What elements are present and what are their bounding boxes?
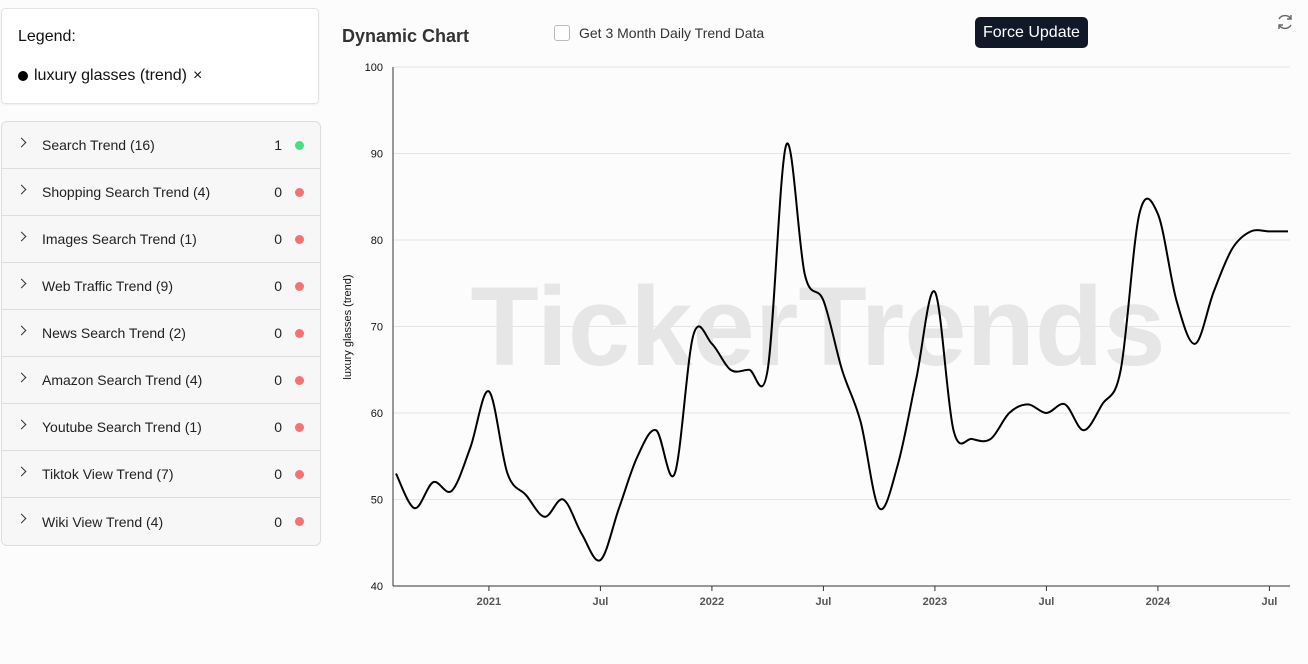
x-tick-label: 2023 — [923, 596, 947, 608]
row-count: 0 — [274, 231, 282, 247]
legend-dot — [18, 71, 28, 81]
status-dot — [295, 234, 304, 244]
row-count: 0 — [274, 513, 282, 530]
legend-label: luxury glasses (trend) — [34, 67, 187, 84]
status-dot — [295, 469, 304, 479]
trend-line — [395, 142, 1288, 562]
legend-title: Legend: — [18, 28, 76, 45]
watermark: TickerTrends — [470, 264, 1165, 389]
row-label: Search Trend (16) — [42, 137, 155, 153]
chevron — [16, 231, 27, 242]
status-dot — [295, 422, 304, 432]
y-axis-label: luxury glasses (trend) — [342, 274, 354, 379]
checkbox[interactable] — [554, 25, 570, 41]
row-count: 0 — [274, 325, 282, 341]
sidebar-row[interactable]: News Search Trend (2) 0 — [2, 310, 320, 357]
sidebar: Search Trend (16) 1 Shopping Search Trend … — [1, 121, 321, 546]
row-label: Tiktok View Trend (7) — [42, 466, 174, 482]
legend-item: luxury glasses (trend) × — [18, 67, 202, 85]
x-tick-label: 2022 — [700, 596, 724, 608]
status-dot — [295, 140, 304, 150]
row-count: 0 — [274, 278, 282, 294]
status-dot — [295, 328, 304, 338]
force-update-button[interactable]: Force Update — [975, 17, 1088, 48]
status-dot — [295, 187, 304, 197]
refresh-icon[interactable] — [1278, 14, 1292, 30]
row-label: Shopping Search Trend (4) — [42, 184, 211, 200]
chevron — [16, 137, 27, 148]
sidebar-row[interactable]: Wiki View Trend (4) 0 — [2, 498, 320, 545]
x-tick-label: Jul — [1261, 596, 1277, 608]
y-tick-label: 70 — [371, 322, 383, 334]
row-label: Web Traffic Trend (9) — [42, 278, 173, 294]
chevron — [16, 419, 27, 430]
legend-panel: Legend: luxury glasses (trend) × — [1, 8, 319, 104]
sidebar-row[interactable]: Images Search Trend (1) 0 — [2, 216, 320, 263]
y-tick-label: 50 — [371, 495, 383, 507]
row-count: 0 — [274, 466, 282, 482]
status-dot — [295, 281, 304, 291]
x-tick-label: 2024 — [1146, 596, 1171, 608]
chevron — [16, 513, 27, 524]
row-count: 0 — [274, 419, 282, 435]
legend-remove[interactable]: × — [192, 67, 203, 84]
y-tick-label: 40 — [371, 581, 383, 593]
chevron — [16, 372, 27, 383]
y-tick-label: 90 — [371, 149, 383, 161]
row-count: 0 — [274, 372, 282, 388]
sidebar-row[interactable]: Youtube Search Trend (1) 0 — [2, 404, 320, 451]
x-tick-label: Jul — [1038, 596, 1054, 608]
checkbox-label: Get 3 Month Daily Trend Data — [579, 25, 765, 41]
chart-title: Dynamic Chart — [342, 26, 470, 46]
sidebar-row[interactable]: Web Traffic Trend (9) 0 — [2, 263, 320, 310]
status-dot — [295, 517, 304, 526]
row-count: 0 — [274, 184, 282, 200]
chevron — [16, 184, 27, 195]
x-tick-label: Jul — [815, 596, 831, 608]
chevron — [16, 278, 27, 289]
chevron — [16, 466, 27, 477]
row-label: Images Search Trend (1) — [42, 231, 197, 247]
sidebar-row[interactable]: Amazon Search Trend (4) 0 — [2, 357, 320, 404]
row-label: Wiki View Trend (4) — [42, 513, 164, 530]
y-tick-label: 100 — [365, 62, 383, 74]
status-dot — [295, 375, 304, 385]
x-tick-label: 2021 — [477, 596, 501, 608]
row-label: Amazon Search Trend (4) — [42, 372, 203, 388]
sidebar-row[interactable]: Tiktok View Trend (7) 0 — [2, 451, 320, 498]
chevron — [16, 325, 27, 336]
sidebar-row[interactable]: Shopping Search Trend (4) 0 — [2, 169, 320, 216]
x-tick-label: Jul — [592, 596, 608, 608]
row-label: News Search Trend (2) — [42, 325, 186, 341]
checkbox-control[interactable]: Get 3 Month Daily Trend Data — [554, 25, 764, 41]
row-count: 1 — [274, 137, 282, 153]
row-label: Youtube Search Trend (1) — [42, 419, 202, 435]
y-tick-label: 80 — [371, 235, 383, 247]
y-tick-label: 60 — [371, 408, 383, 420]
sidebar-row[interactable]: Search Trend (16) 1 — [2, 122, 320, 169]
